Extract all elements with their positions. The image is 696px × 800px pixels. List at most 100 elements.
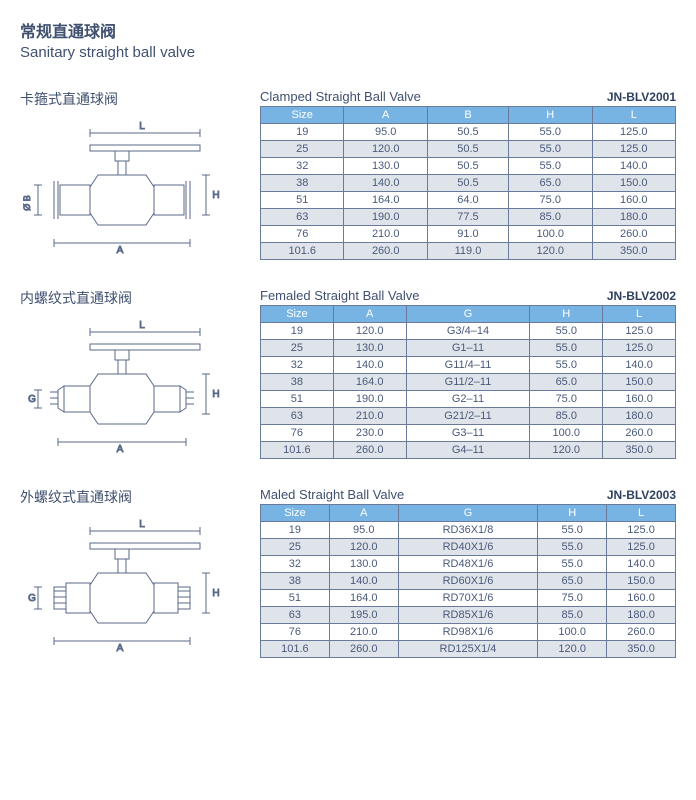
- table-cell: 180.0: [603, 408, 676, 425]
- table-cell: RD48X1/6: [398, 556, 538, 573]
- section1-title-cn: 卡箍式直通球阀: [20, 89, 242, 109]
- table-cell: 100.0: [538, 624, 607, 641]
- table-cell: 101.6: [261, 641, 330, 658]
- table-cell: 164.0: [329, 590, 398, 607]
- table-cell: 38: [261, 573, 330, 590]
- section-femaled: 内螺纹式直通球阀 L: [20, 288, 676, 459]
- table-cell: 140.0: [344, 175, 427, 192]
- table-cell: 140.0: [603, 357, 676, 374]
- table-cell: 55.0: [538, 522, 607, 539]
- table-clamped: SizeABHL1995.050.555.0125.025120.050.555…: [260, 106, 676, 260]
- table-row: 32130.0RD48X1/655.0140.0: [261, 556, 676, 573]
- table-cell: 130.0: [333, 340, 406, 357]
- table-cell: 120.0: [333, 323, 406, 340]
- section-maled: 外螺纹式直通球阀 L: [20, 487, 676, 658]
- table-header-cell: G: [406, 306, 530, 323]
- table-cell: 75.0: [509, 192, 592, 209]
- svg-text:A: A: [117, 444, 124, 454]
- table-cell: 140.0: [333, 357, 406, 374]
- table-row: 1995.0RD36X1/855.0125.0: [261, 522, 676, 539]
- table-cell: 91.0: [427, 226, 508, 243]
- diagram-clamped: L: [20, 115, 220, 255]
- table-cell: 76: [261, 226, 344, 243]
- table-cell: 125.0: [592, 141, 676, 158]
- dim-h-label: H: [212, 190, 219, 201]
- table-cell: 350.0: [607, 641, 676, 658]
- table-cell: 120.0: [509, 243, 592, 260]
- table-cell: G11/4–11: [406, 357, 530, 374]
- table-cell: RD60X1/6: [398, 573, 538, 590]
- table-cell: 125.0: [607, 522, 676, 539]
- table-cell: 85.0: [530, 408, 603, 425]
- table-cell: 195.0: [329, 607, 398, 624]
- section1-title-en: Clamped Straight Ball Valve: [260, 89, 421, 104]
- table-row: 38140.050.565.0150.0: [261, 175, 676, 192]
- table-cell: RD40X1/6: [398, 539, 538, 556]
- table-cell: G1–11: [406, 340, 530, 357]
- table-row: 101.6260.0119.0120.0350.0: [261, 243, 676, 260]
- table-cell: RD85X1/6: [398, 607, 538, 624]
- table-cell: 50.5: [427, 175, 508, 192]
- table-row: 63210.0G21/2–1185.0180.0: [261, 408, 676, 425]
- table-cell: 75.0: [530, 391, 603, 408]
- table-row: 25120.050.555.0125.0: [261, 141, 676, 158]
- table-cell: 164.0: [333, 374, 406, 391]
- table-cell: G4–11: [406, 442, 530, 459]
- table-header-cell: L: [592, 107, 676, 124]
- table-header-cell: H: [530, 306, 603, 323]
- table-row: 51164.0RD70X1/675.0160.0: [261, 590, 676, 607]
- table-header-cell: Size: [261, 306, 334, 323]
- table-cell: 19: [261, 522, 330, 539]
- table-cell: 65.0: [530, 374, 603, 391]
- table-cell: 51: [261, 192, 344, 209]
- table-cell: 65.0: [538, 573, 607, 590]
- table-header-cell: L: [607, 505, 676, 522]
- table-header-cell: H: [509, 107, 592, 124]
- section-clamped: 卡箍式直通球阀 L: [20, 89, 676, 260]
- table-cell: 125.0: [603, 340, 676, 357]
- table-cell: 130.0: [329, 556, 398, 573]
- table-row: 32140.0G11/4–1155.0140.0: [261, 357, 676, 374]
- table-cell: 63: [261, 209, 344, 226]
- table-cell: 55.0: [530, 323, 603, 340]
- section2-code: JN-BLV2002: [607, 289, 676, 303]
- table-header-cell: H: [538, 505, 607, 522]
- table-row: 51164.064.075.0160.0: [261, 192, 676, 209]
- table-cell: 210.0: [329, 624, 398, 641]
- table-cell: 76: [261, 425, 334, 442]
- table-cell: 63: [261, 408, 334, 425]
- table-cell: 210.0: [344, 226, 427, 243]
- table-row: 76210.091.0100.0260.0: [261, 226, 676, 243]
- table-row: 51190.0G2–1175.0160.0: [261, 391, 676, 408]
- table-row: 25120.0RD40X1/655.0125.0: [261, 539, 676, 556]
- dim-b-label: Ø B: [22, 195, 32, 211]
- table-cell: 32: [261, 158, 344, 175]
- table-cell: 50.5: [427, 124, 508, 141]
- table-cell: 260.0: [592, 226, 676, 243]
- table-cell: 120.0: [329, 539, 398, 556]
- table-cell: 55.0: [509, 141, 592, 158]
- table-row: 19120.0G3/4–1455.0125.0: [261, 323, 676, 340]
- section3-title-en: Maled Straight Ball Valve: [260, 487, 404, 502]
- section1-code: JN-BLV2001: [607, 90, 676, 104]
- table-cell: 100.0: [509, 226, 592, 243]
- diagram-femaled: L A: [20, 314, 220, 454]
- table-cell: 190.0: [333, 391, 406, 408]
- table-cell: 210.0: [333, 408, 406, 425]
- table-cell: 140.0: [592, 158, 676, 175]
- table-cell: 260.0: [329, 641, 398, 658]
- section2-title-en: Femaled Straight Ball Valve: [260, 288, 419, 303]
- table-header-cell: G: [398, 505, 538, 522]
- table-cell: 350.0: [603, 442, 676, 459]
- table-cell: 180.0: [592, 209, 676, 226]
- table-cell: 55.0: [509, 124, 592, 141]
- section3-title-cn: 外螺纹式直通球阀: [20, 487, 242, 507]
- table-cell: 140.0: [329, 573, 398, 590]
- svg-text:H: H: [212, 389, 219, 400]
- table-cell: 25: [261, 141, 344, 158]
- dim-l-label: L: [139, 121, 145, 132]
- table-cell: 32: [261, 556, 330, 573]
- table-cell: G21/2–11: [406, 408, 530, 425]
- table-row: 38164.0G11/2–1165.0150.0: [261, 374, 676, 391]
- table-row: 1995.050.555.0125.0: [261, 124, 676, 141]
